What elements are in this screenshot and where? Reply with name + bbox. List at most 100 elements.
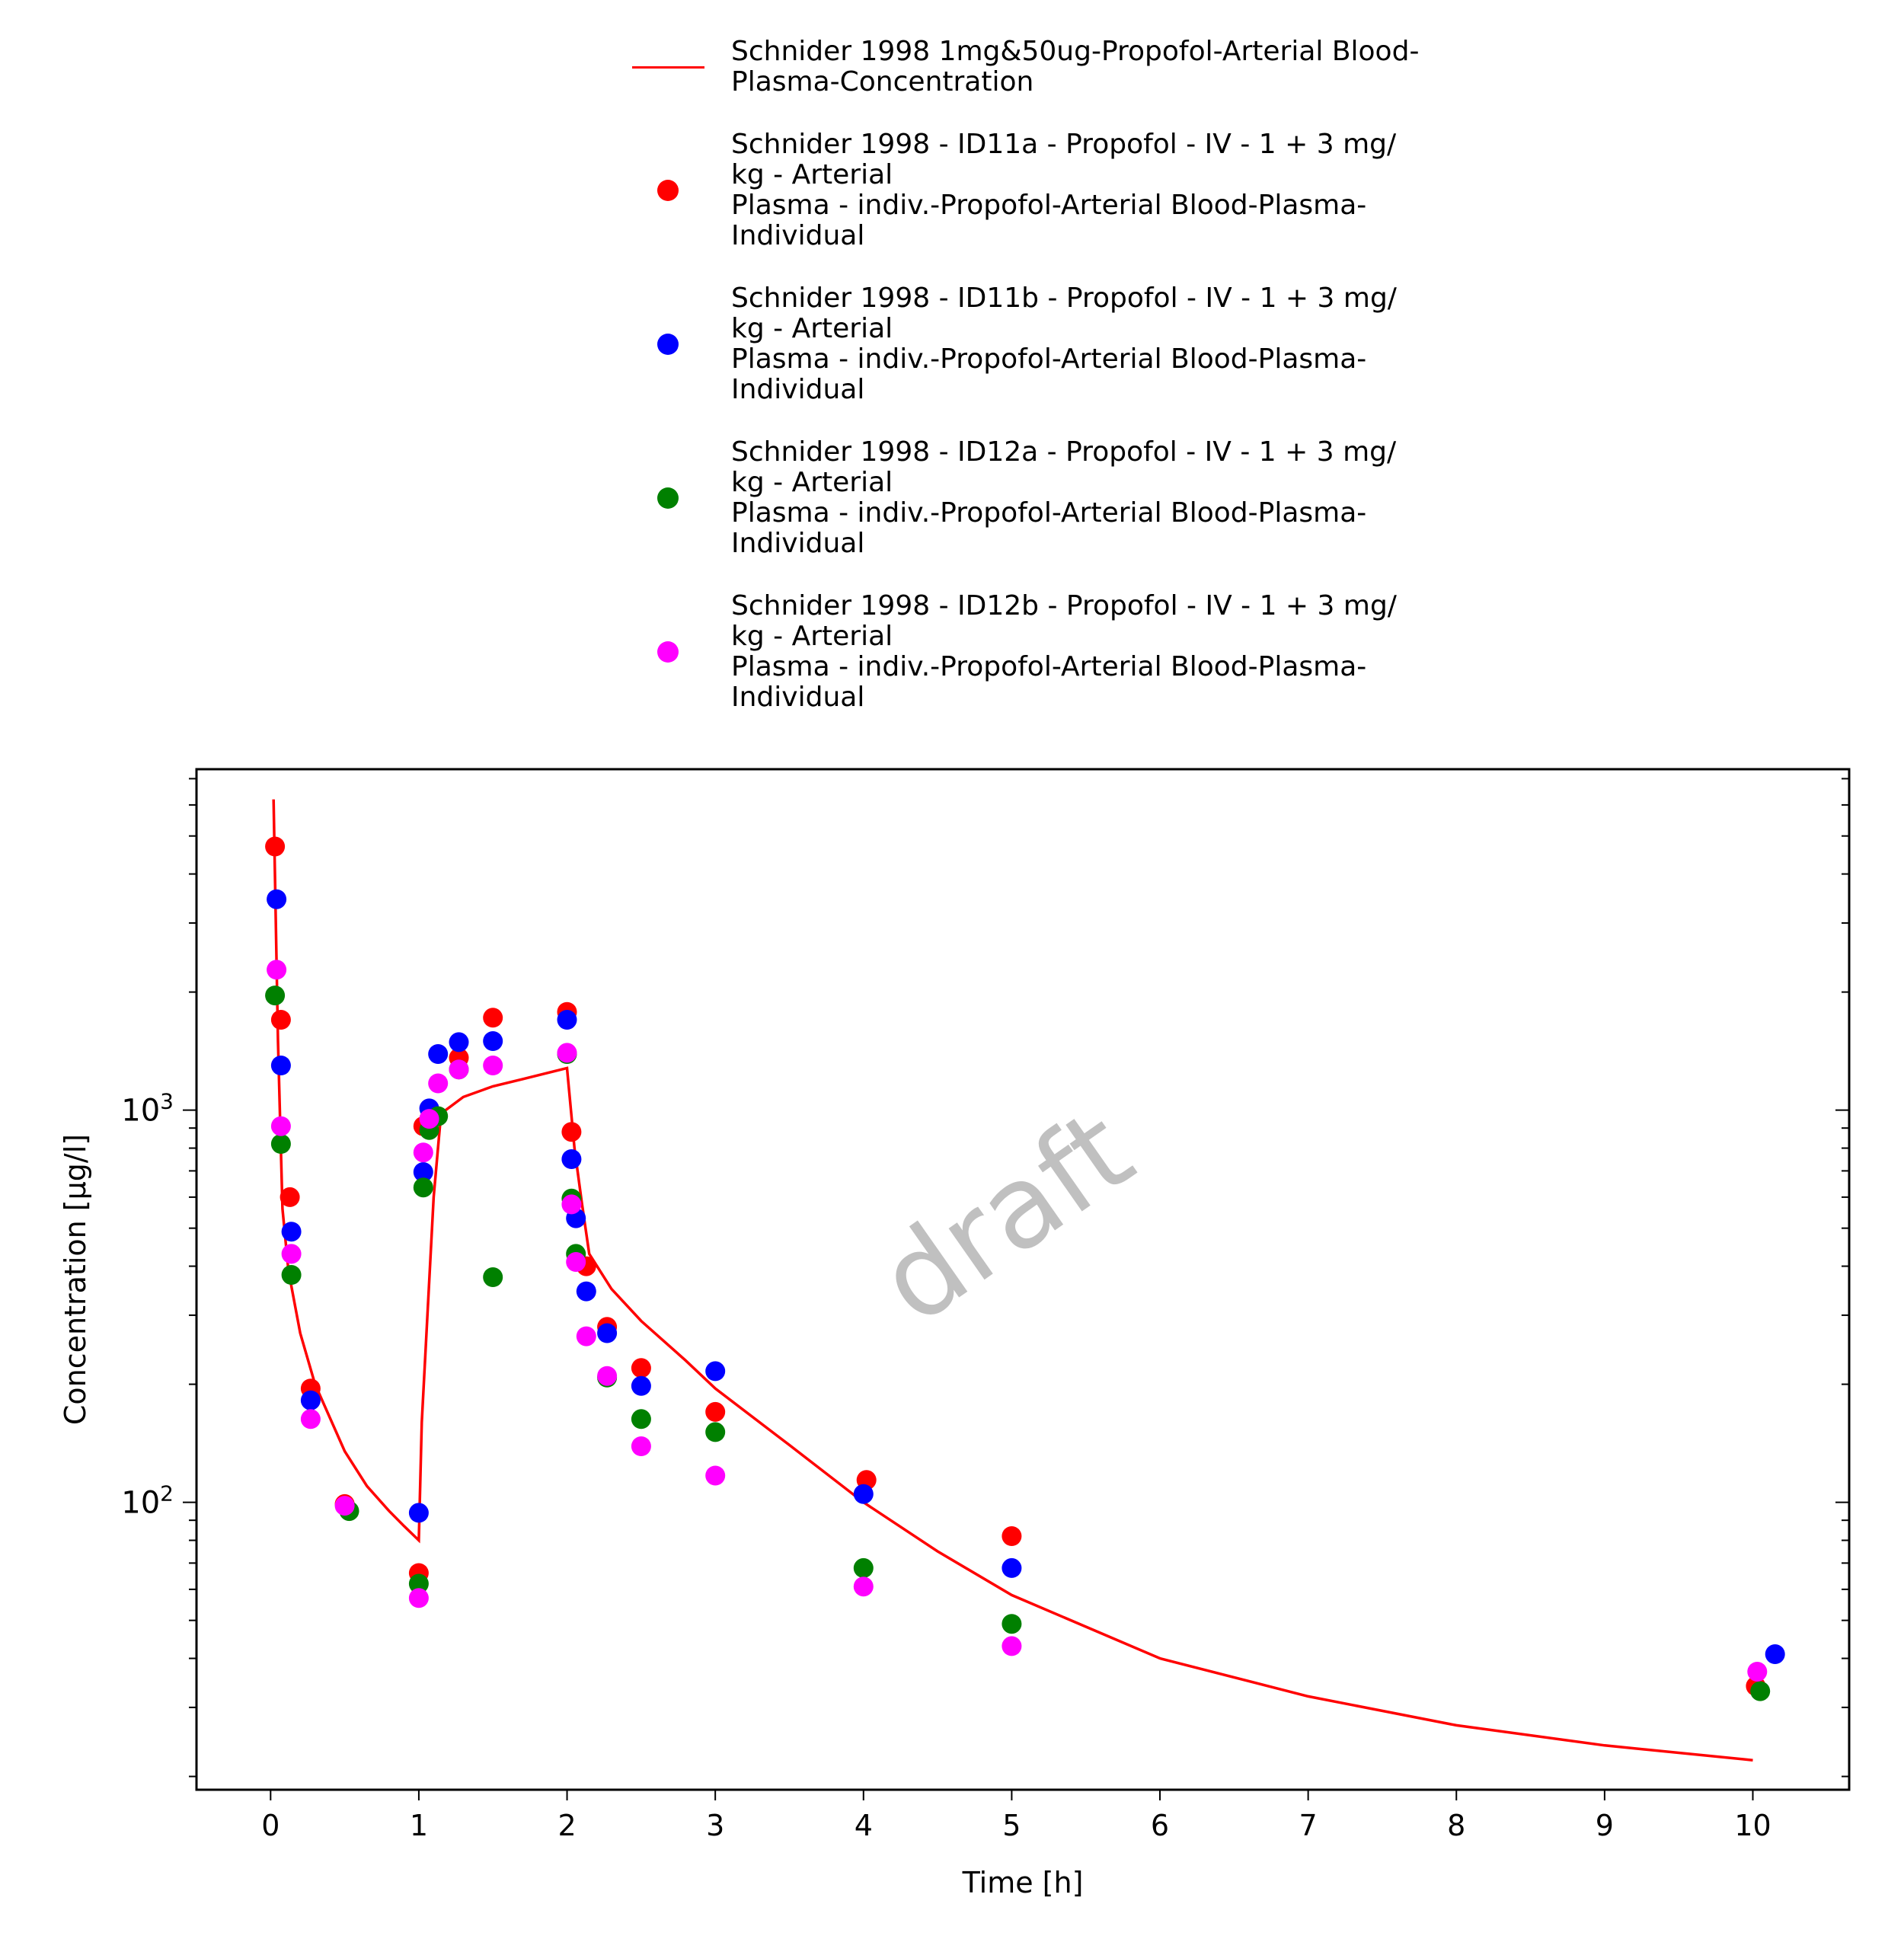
legend-label: Schnider 1998 - ID12b - Propofol - IV - … [731,590,1397,713]
red-line-swatch [632,66,704,69]
x-tick-label: 0 [261,1809,280,1842]
plot-area [195,768,1851,1791]
legend-entry-id11b: Schnider 1998 - ID11b - Propofol - IV - … [625,283,1462,405]
legend-entry-simulation: Schnider 1998 1mg&50ug-Propofol-Arterial… [625,37,1462,97]
data-point-series-2 [576,1281,596,1302]
y-axis-label: Concentration [µg/l] [59,1134,92,1425]
green-dot-swatch [657,487,679,509]
x-tick-label: 2 [557,1809,576,1842]
x-tick-label: 9 [1596,1809,1614,1842]
x-axis-label: Time [h] [962,1866,1084,1899]
x-tick-label: 6 [1151,1809,1169,1842]
data-point-series-1 [631,1358,651,1378]
data-point-series-3 [413,1177,433,1198]
data-point-series-2 [557,1010,577,1030]
data-point-series-2 [561,1149,582,1169]
data-point-series-3 [483,1267,503,1287]
data-point-series-4 [853,1576,874,1597]
data-point-series-2 [449,1032,469,1053]
data-point-series-3 [270,1134,291,1154]
x-tick-label: 1 [410,1809,428,1842]
x-tick-label: 3 [706,1809,724,1842]
legend: Schnider 1998 1mg&50ug-Propofol-Arterial… [625,37,1462,745]
data-point-series-4 [334,1496,355,1516]
data-point-series-4 [631,1436,651,1456]
data-point-series-2 [597,1323,618,1343]
magenta-dot-swatch [657,641,679,663]
x-tick-label: 4 [855,1809,873,1842]
data-point-series-3 [705,1422,726,1442]
data-point-series-4 [557,1043,577,1063]
x-tick-label: 8 [1447,1809,1465,1842]
data-point-series-1 [1002,1526,1022,1546]
data-point-series-1 [265,836,286,857]
legend-entry-id11a: Schnider 1998 - ID11a - Propofol - IV - … [625,129,1462,251]
data-point-series-4 [428,1073,449,1094]
data-point-series-3 [1002,1614,1022,1634]
data-point-series-4 [705,1465,726,1486]
data-point-series-4 [300,1409,321,1430]
data-point-series-1 [483,1008,503,1028]
data-point-series-4 [561,1194,582,1215]
data-point-series-4 [270,1116,291,1136]
data-point-series-2 [281,1222,302,1242]
data-point-series-4 [413,1142,433,1163]
data-point-series-4 [408,1588,429,1608]
data-point-series-2 [483,1031,503,1051]
blue-dot-swatch [657,334,679,355]
data-point-series-1 [280,1187,300,1207]
legend-marker-swatch [625,637,708,667]
y-tick-label: 103 [121,1089,174,1129]
legend-label: Schnider 1998 1mg&50ug-Propofol-Arterial… [731,36,1420,97]
legend-entry-id12a: Schnider 1998 - ID12a - Propofol - IV - … [625,437,1462,559]
data-point-series-4 [449,1059,469,1080]
data-point-series-2 [267,889,287,909]
data-point-series-2 [408,1503,429,1523]
data-point-series-4 [597,1366,618,1386]
axis-ticks: 0 1 2 3 4 5 6 7 8 9 10 102 103 [121,778,1849,1842]
data-point-series-1 [705,1401,726,1422]
x-tick-label: 10 [1734,1809,1771,1842]
y-tick-label: 102 [121,1481,174,1521]
data-point-series-3 [853,1557,874,1578]
data-point-series-3 [1750,1681,1771,1701]
data-point-series-4 [419,1109,439,1129]
legend-marker-swatch [625,329,708,359]
simulation-line [272,799,1753,1762]
data-point-series-3 [408,1573,429,1594]
data-point-series-3 [281,1265,302,1285]
data-point-series-2 [300,1390,321,1410]
data-point-series-2 [428,1044,449,1064]
data-point-series-3 [265,985,286,1006]
legend-entry-id12b: Schnider 1998 - ID12b - Propofol - IV - … [625,591,1462,713]
data-point-series-3 [631,1409,651,1430]
legend-label: Schnider 1998 - ID11a - Propofol - IV - … [731,129,1397,251]
x-tick-label: 5 [1002,1809,1021,1842]
data-point-series-2 [853,1484,874,1504]
data-point-series-4 [281,1244,302,1264]
data-point-series-1 [561,1122,582,1142]
data-point-series-2 [631,1375,651,1396]
data-point-series-2 [413,1162,433,1182]
data-point-series-4 [576,1326,596,1346]
observed-points-layer [265,836,1785,1701]
data-point-series-4 [483,1056,503,1075]
data-point-series-4 [267,960,287,980]
data-point-series-2 [270,1056,291,1075]
data-point-series-2 [1002,1557,1022,1578]
legend-marker-swatch [625,175,708,206]
legend-line-swatch [625,52,708,82]
legend-marker-swatch [625,483,708,513]
data-point-series-2 [705,1361,726,1382]
legend-label: Schnider 1998 - ID12a - Propofol - IV - … [731,436,1397,559]
data-point-series-4 [1747,1662,1768,1682]
simulation-curve-layer [272,799,1753,1762]
data-point-series-1 [270,1010,291,1030]
data-point-series-4 [1002,1636,1022,1656]
data-point-series-4 [566,1252,586,1272]
data-point-series-2 [1765,1644,1785,1664]
legend-label: Schnider 1998 - ID11b - Propofol - IV - … [731,283,1397,405]
draft-watermark: draft [856,1085,1155,1350]
red-dot-swatch [657,180,679,201]
